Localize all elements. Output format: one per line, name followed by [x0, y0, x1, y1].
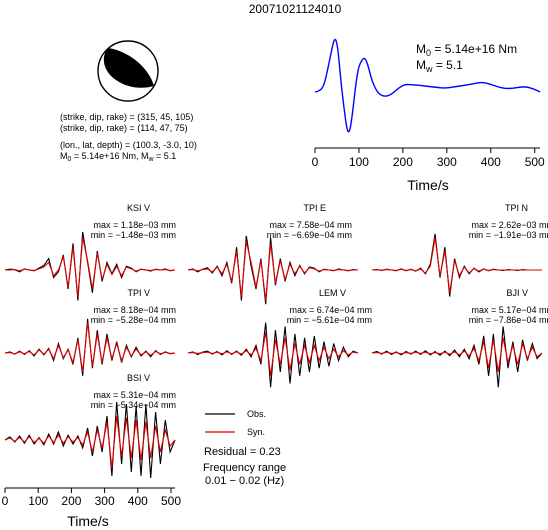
waveform-time-axis: 0 100 200 300 400 500 Time/s: [2, 487, 181, 529]
mechanism-plane-1: (strike, dip, rake) = (315, 45, 105): [60, 112, 193, 122]
waveform-tick-label: 100: [28, 494, 48, 508]
min-label: min = −7.86e−04 mm: [469, 315, 548, 325]
station-label: KSI V: [127, 203, 150, 213]
beachball-compressional-quadrant: [103, 48, 154, 88]
figure-title: 20071021124010: [249, 2, 342, 16]
stf-m0-label: M0 = 5.14e+16 Nm: [416, 42, 517, 58]
waveform-tick-label: 400: [128, 494, 148, 508]
mechanism-location: (lon., lat, depth) = (100.3, -3.0, 10): [60, 140, 197, 150]
max-label: max = 8.18e−04 mm: [93, 305, 176, 315]
min-label: min = −6.69e−04 mm: [267, 230, 352, 240]
stf-tick-label: 100: [349, 155, 369, 169]
max-label: max = 1.18e−03 mm: [93, 220, 176, 230]
station-label: TPI V: [127, 288, 150, 298]
synthetic-trace: [4, 322, 176, 373]
waveform-tick-label: 200: [61, 494, 81, 508]
min-label: min = −5.34e−04 mm: [91, 400, 176, 410]
stf-ticks: 0 100 200 300 400 500: [312, 148, 545, 169]
residual-text: Residual = 0.23: [204, 446, 281, 458]
synthetic-trace: [371, 337, 543, 373]
station-label: BJI V: [506, 288, 528, 298]
min-label: min = −1.48e−03 mm: [91, 230, 176, 240]
stf-tick-label: 0: [312, 155, 319, 169]
max-label: max = 7.58e−04 mm: [269, 220, 352, 230]
min-label: min = −1.91e−03 mm: [469, 230, 548, 240]
mw-subscript: w: [147, 156, 154, 163]
frequency-range-title: Frequency range: [203, 462, 286, 474]
legend-obs-label: Obs.: [247, 409, 266, 419]
synthetic-trace: [5, 237, 176, 297]
max-label: max = 5.17e−04 mm: [471, 305, 548, 315]
stf-tick-label: 500: [525, 155, 545, 169]
observed-trace: [371, 326, 543, 388]
legend: Obs. Syn. Residual = 0.23 Frequency rang…: [203, 409, 286, 487]
stf-xlabel: Time/s: [407, 177, 448, 193]
stf-tick-label: 300: [437, 155, 457, 169]
waveform-tick-label: 0: [2, 494, 9, 508]
stf-tick-label: 200: [393, 155, 413, 169]
synthetic-trace: [187, 332, 359, 376]
min-label: min = −5.61e−04 mm: [287, 315, 372, 325]
synthetic-trace: [372, 237, 542, 293]
station-label: TPI N: [505, 203, 528, 213]
synthetic-trace: [4, 415, 176, 469]
waveform-ticks: 0 100 200 300 400 500: [2, 488, 181, 508]
max-label: max = 5.31e−04 mm: [93, 390, 176, 400]
station-label: LEM V: [319, 288, 346, 298]
waveform-xlabel: Time/s: [67, 513, 108, 529]
synthetic-trace: [187, 241, 358, 301]
legend-syn-label: Syn.: [247, 427, 265, 437]
mechanism-plane-2: (strike, dip, rake) = (114, 47, 75): [60, 123, 188, 133]
stf-panel: 0 100 200 300 400 500 Time/s M0 = 5.14e+16 Nm…: [312, 38, 545, 193]
waveform-tick-label: 500: [161, 494, 181, 508]
mechanism-moment: M0 = 5.14e+16 Nm, Mw = 5.1: [60, 151, 176, 163]
stf-tick-label: 400: [481, 155, 501, 169]
m0-value: = 5.14e+16 Nm, M: [71, 151, 148, 161]
min-label: min = −5.28e−04 mm: [91, 315, 176, 325]
m0-subscript: 0: [68, 156, 72, 163]
station-label: TPI E: [303, 203, 326, 213]
stf-line: [314, 38, 541, 133]
stf-mw-label: Mw = 5.1: [416, 58, 463, 74]
mechanism-info: (strike, dip, rake) = (315, 45, 105) (st…: [60, 112, 197, 163]
beachball: [97, 40, 159, 102]
mw-value: = 5.1: [154, 151, 177, 161]
frequency-range-value: 0.01 − 0.02 (Hz): [205, 475, 284, 487]
max-label: max = 6.74e−04 mm: [289, 305, 372, 315]
waveform-tick-label: 300: [95, 494, 115, 508]
m0-symbol: M: [60, 151, 68, 161]
max-label: max = 2.62e−03 mm: [471, 220, 548, 230]
station-label: BSI V: [127, 373, 150, 383]
